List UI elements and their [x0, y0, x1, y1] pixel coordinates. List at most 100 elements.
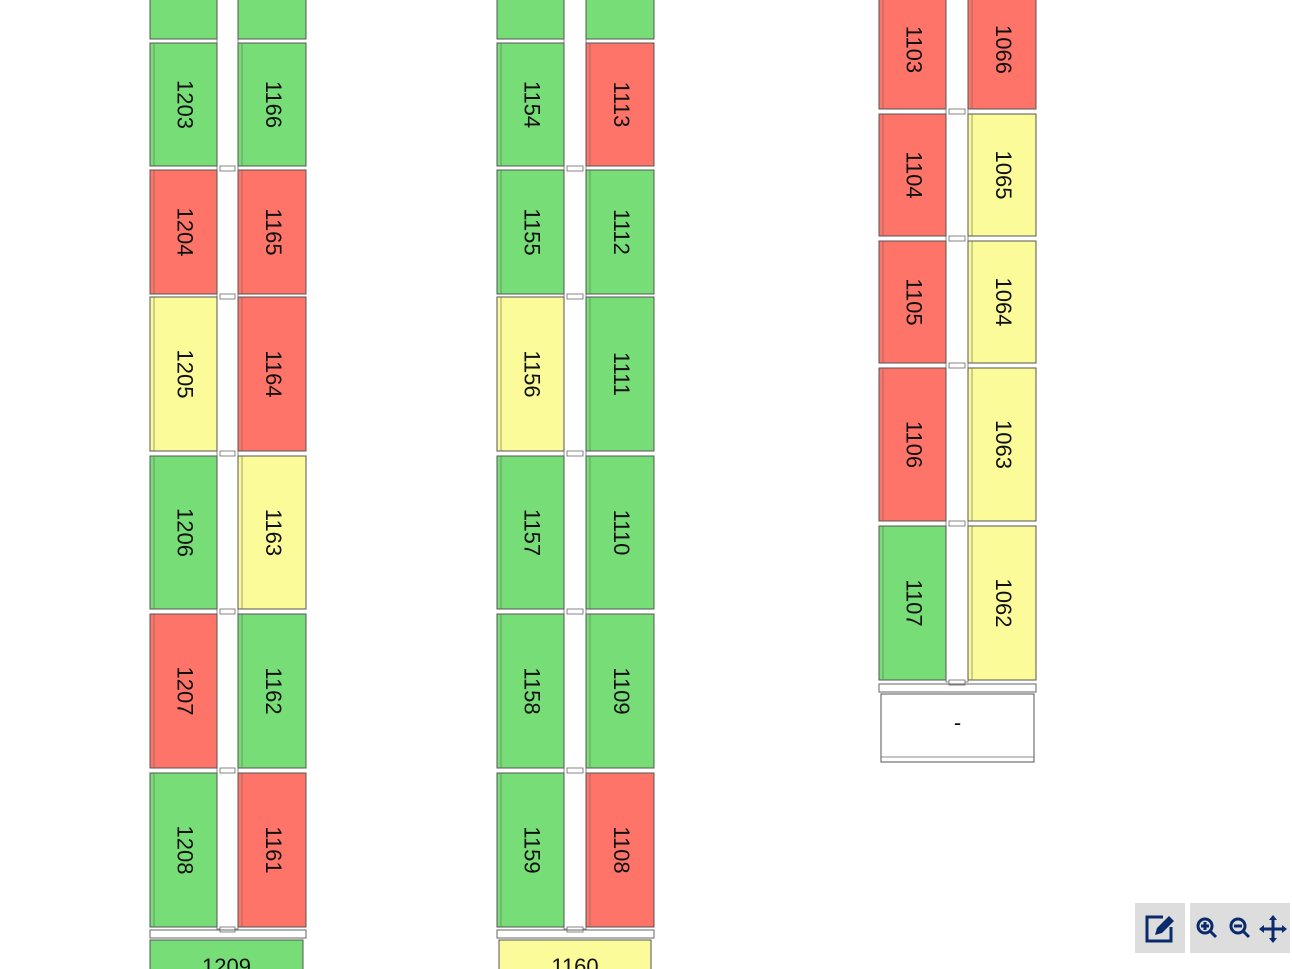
unit — [585, 169, 655, 295]
unit — [585, 613, 655, 769]
unit-label: 1207 — [173, 667, 198, 716]
unit — [878, 113, 947, 237]
unit-label: 1154 — [520, 81, 545, 128]
end-label: 1160 — [551, 954, 598, 969]
unit-label: 1158 — [520, 667, 545, 714]
end-label: - — [954, 710, 961, 735]
unit — [585, 772, 655, 928]
zoom-out-button[interactable] — [1229, 917, 1251, 939]
unit — [496, 169, 565, 295]
unit-label: 1105 — [902, 278, 927, 325]
unit-label: 1062 — [991, 579, 1016, 628]
unit — [496, 613, 565, 769]
unit — [149, 613, 218, 769]
unit — [237, 613, 307, 769]
unit — [237, 772, 307, 928]
unit-label: 1156 — [520, 350, 545, 397]
unit-label: 1112 — [609, 209, 634, 255]
connector — [219, 165, 236, 172]
unit-label: 1155 — [520, 208, 545, 255]
unit-label: 1166 — [261, 81, 286, 128]
connector — [948, 679, 966, 686]
unit-label: 1208 — [173, 826, 198, 875]
connector — [219, 608, 236, 615]
unit-label: 1109 — [609, 667, 634, 714]
unit-label: 1163 — [261, 509, 286, 556]
unit — [149, 296, 218, 452]
unit-label: 1110 — [609, 510, 634, 556]
unit-label: 1157 — [520, 509, 545, 556]
end-unit — [880, 693, 1035, 763]
unit — [149, 169, 218, 295]
connector — [948, 235, 966, 242]
unit — [585, 42, 655, 167]
unit — [237, 455, 307, 610]
unit — [496, 455, 565, 610]
unit — [967, 240, 1037, 364]
partial-unit — [149, 0, 218, 40]
unit-label: 1108 — [609, 826, 634, 873]
end-bracket — [878, 683, 1037, 693]
unit-label: 1065 — [991, 151, 1016, 200]
pan-button[interactable] — [1259, 915, 1287, 943]
unit — [237, 169, 307, 295]
unit — [878, 367, 947, 522]
connector — [948, 108, 966, 115]
end-bracket — [496, 929, 655, 939]
unit-label: 1063 — [991, 420, 1016, 469]
connector — [219, 293, 236, 300]
unit — [496, 772, 565, 928]
unit — [967, 525, 1037, 681]
unit-label: 1107 — [902, 579, 927, 626]
aisle — [563, 0, 587, 930]
unit-label: 1165 — [261, 208, 286, 255]
unit — [967, 367, 1037, 522]
connector — [566, 450, 584, 457]
partial-unit — [585, 0, 655, 40]
zoom-in-button[interactable] — [1196, 917, 1218, 939]
unit-label: 1159 — [520, 826, 545, 873]
connector — [566, 767, 584, 774]
unit — [149, 772, 218, 928]
zoom-icons — [1196, 915, 1287, 943]
unit — [496, 42, 565, 167]
unit — [237, 42, 307, 167]
edit-icon — [1145, 915, 1174, 943]
partial-unit — [496, 0, 565, 40]
connector — [948, 362, 966, 369]
connector — [948, 520, 966, 527]
unit-label: 1104 — [902, 151, 927, 198]
unit — [878, 525, 947, 681]
end-label: 1209 — [202, 954, 251, 969]
connector — [219, 450, 236, 457]
partial-unit — [237, 0, 307, 40]
aisle — [216, 0, 239, 930]
zoom-toolbar — [1190, 903, 1290, 953]
unit-label: 1164 — [261, 350, 286, 397]
connector — [566, 608, 584, 615]
unit — [585, 296, 655, 452]
unit — [149, 455, 218, 610]
unit-label: 1206 — [173, 508, 198, 557]
unit-label: 1111 — [609, 352, 634, 396]
unit — [149, 42, 218, 167]
unit — [585, 455, 655, 610]
unit-label: 1113 — [609, 82, 634, 128]
unit-label: 1106 — [902, 421, 927, 468]
unit — [878, 240, 947, 364]
unit — [967, 113, 1037, 237]
unit-label: 1205 — [173, 350, 198, 399]
end-unit — [498, 939, 652, 969]
connector — [219, 767, 236, 774]
unit — [237, 296, 307, 452]
end-bracket — [149, 929, 307, 939]
unit — [967, 0, 1037, 110]
unit-label: 1203 — [173, 80, 198, 129]
unit-label: 1161 — [261, 826, 286, 873]
unit-label: 1066 — [991, 25, 1016, 74]
unit-label: 1162 — [261, 667, 286, 714]
edit-button[interactable] — [1135, 903, 1185, 953]
end-unit — [149, 939, 304, 969]
